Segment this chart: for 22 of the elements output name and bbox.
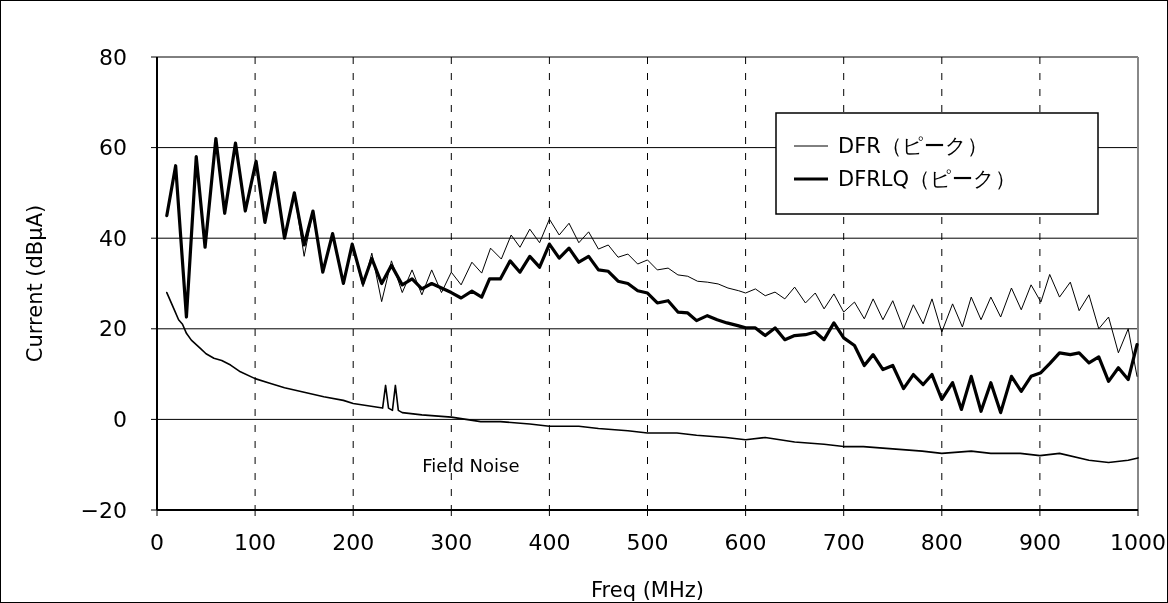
x-tick-label: 700 <box>822 530 865 555</box>
annotation: Field Noise <box>422 455 520 476</box>
y-tick-label: 0 <box>113 406 127 432</box>
y-tick-label: −20 <box>80 497 127 523</box>
x-tick-label: 400 <box>528 530 571 555</box>
legend-label: DFR（ピーク） <box>838 134 988 158</box>
legend-label: DFRLQ（ピーク） <box>838 167 1017 191</box>
y-tick-label: 20 <box>99 316 127 342</box>
x-axis-title: Freq (MHz) <box>591 578 704 602</box>
y-axis-title: Current (dBμA) <box>23 204 47 363</box>
x-tick-label: 100 <box>234 530 277 555</box>
x-tick-label: 800 <box>920 530 963 555</box>
y-tick-label: 80 <box>99 44 127 70</box>
y-tick-label: 40 <box>99 225 127 251</box>
x-tick-label: 0 <box>150 530 164 555</box>
x-tick-label: 900 <box>1018 530 1061 555</box>
y-tick-label: 60 <box>99 135 127 161</box>
x-tick-label: 500 <box>626 530 669 555</box>
x-tick-label: 200 <box>332 530 375 555</box>
x-tick-label: 300 <box>430 530 473 555</box>
x-tick-label: 1000 <box>1110 530 1166 555</box>
x-tick-label: 600 <box>724 530 767 555</box>
